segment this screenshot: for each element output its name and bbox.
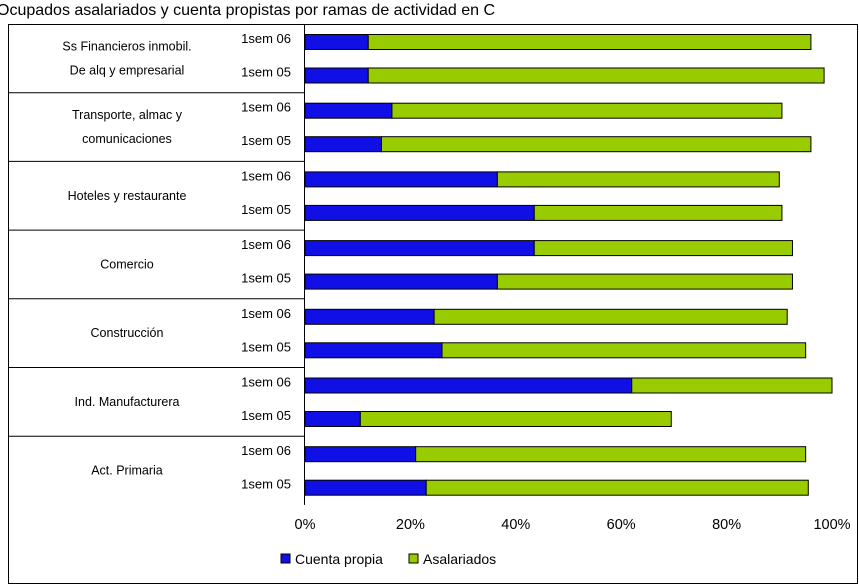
- bar-cuenta-propia: [304, 204, 535, 221]
- bar-asalariados: [415, 446, 807, 463]
- bar-cuenta-propia: [304, 240, 535, 257]
- bar-cuenta-propia: [304, 411, 361, 427]
- bar-cuenta-propia: [304, 102, 393, 119]
- x-tick-label: 0%: [295, 517, 316, 533]
- bar-asalariados: [380, 136, 812, 153]
- bar-cuenta-propia: [304, 342, 443, 359]
- bar-asalariados: [367, 67, 825, 84]
- bar-cuenta-propia: [304, 67, 369, 84]
- period-label: 1sem 06: [241, 443, 291, 458]
- bar-asalariados: [367, 34, 812, 50]
- bar-asalariados: [533, 240, 793, 257]
- legend-label: Asalariados: [423, 551, 496, 567]
- bar-asalariados: [496, 273, 793, 290]
- bar-cuenta-propia: [304, 446, 417, 463]
- period-label: 1sem 06: [241, 168, 291, 183]
- bar-asalariados: [441, 342, 807, 359]
- group-label: comunicaciones: [82, 132, 172, 146]
- period-label: 1sem 05: [241, 477, 291, 492]
- period-label: 1sem 06: [241, 375, 291, 390]
- group-label: Ss Financieros inmobil.: [62, 39, 191, 53]
- period-label: 1sem 05: [241, 339, 291, 354]
- x-tick-label: 20%: [396, 517, 425, 533]
- bar-asalariados: [425, 479, 809, 496]
- bar-cuenta-propia: [304, 479, 427, 496]
- period-label: 1sem 05: [241, 202, 291, 217]
- group-label: Transporte, almac y: [72, 108, 183, 122]
- period-label: 1sem 06: [241, 237, 291, 252]
- chart-title: Ocupados asalariados y cuenta propistas …: [0, 2, 495, 19]
- group-label: Ind. Manufacturera: [75, 395, 180, 409]
- bar-asalariados: [533, 204, 783, 221]
- bar-cuenta-propia: [304, 171, 498, 188]
- legend-swatch: [408, 553, 419, 564]
- bar-asalariados: [391, 102, 783, 119]
- bar-asalariados: [359, 411, 672, 427]
- group-label: Hoteles y restaurante: [68, 189, 187, 203]
- period-label: 1sem 06: [241, 100, 291, 115]
- x-tick-label: 40%: [501, 517, 530, 533]
- group-label: Comercio: [100, 257, 154, 271]
- bar-cuenta-propia: [304, 273, 498, 290]
- period-label: 1sem 05: [241, 408, 291, 423]
- legend-label: Cuenta propia: [295, 551, 383, 567]
- bar-cuenta-propia: [304, 308, 435, 325]
- chart-frame: [8, 24, 858, 584]
- period-label: 1sem 05: [241, 133, 291, 148]
- period-label: 1sem 06: [241, 31, 291, 46]
- bar-asalariados: [631, 377, 833, 394]
- group-label: Act. Primaria: [91, 464, 163, 478]
- bar-cuenta-propia: [304, 34, 369, 50]
- period-label: 1sem 05: [241, 271, 291, 286]
- x-tick-label: 60%: [607, 517, 636, 533]
- period-label: 1sem 06: [241, 306, 291, 321]
- x-tick-label: 100%: [813, 517, 850, 533]
- group-label: Construcción: [91, 326, 164, 340]
- x-tick-label: 80%: [712, 517, 741, 533]
- bar-cuenta-propia: [304, 377, 633, 394]
- group-label: De alq y empresarial: [70, 63, 185, 77]
- bar-asalariados: [496, 171, 780, 188]
- legend-swatch: [280, 553, 291, 564]
- bar-asalariados: [433, 308, 788, 325]
- bar-cuenta-propia: [304, 136, 382, 153]
- period-label: 1sem 05: [241, 65, 291, 80]
